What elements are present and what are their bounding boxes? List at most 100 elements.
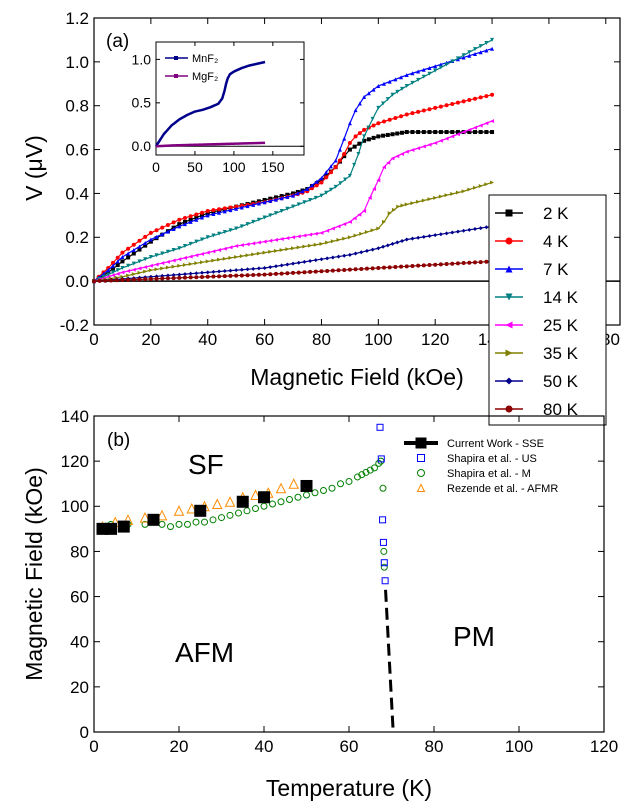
data-point [126, 251, 131, 256]
data-point [396, 204, 401, 209]
data-point [273, 264, 278, 269]
data-point [319, 180, 324, 185]
data-point [472, 125, 477, 130]
data-point [342, 151, 347, 156]
legend-label: 2 K [543, 204, 569, 223]
legend-label: Shapira et al. - M [447, 468, 531, 480]
data-point [143, 265, 148, 270]
data-point [177, 272, 182, 277]
data-point [228, 245, 233, 250]
series-14-k [92, 37, 495, 284]
data-point [472, 130, 477, 135]
data-point [106, 268, 111, 273]
data-point [390, 92, 395, 97]
data-point [273, 195, 278, 200]
data-point [217, 210, 222, 215]
data-point [359, 231, 364, 236]
legend-entry: 7 K [495, 260, 569, 279]
data-point [234, 273, 239, 278]
data-point [288, 478, 300, 489]
data-point [154, 253, 159, 258]
data-point [200, 213, 205, 218]
data-point [433, 64, 438, 69]
panel-b-y-tick-label: 140 [61, 407, 89, 426]
data-point [188, 217, 193, 222]
data-point [245, 253, 250, 258]
data-point [182, 244, 187, 249]
data-point [131, 251, 136, 256]
data-point [211, 269, 216, 274]
legend-entry: 35 K [495, 344, 579, 363]
data-point [354, 473, 361, 481]
data-point [342, 154, 347, 159]
data-point [110, 263, 115, 268]
data-point [438, 194, 443, 199]
data-point [228, 208, 233, 213]
data-point [268, 249, 273, 254]
data-point [382, 119, 387, 124]
data-point [421, 234, 426, 239]
data-point [148, 276, 153, 281]
data-point [319, 230, 324, 235]
data-point [467, 187, 472, 192]
inset-legend-entry: MnF₂ [165, 53, 218, 65]
data-point [279, 237, 284, 242]
series-35-k [92, 180, 495, 284]
data-point [137, 247, 142, 252]
data-point [427, 263, 432, 268]
data-point [154, 276, 159, 281]
data-point [455, 56, 460, 61]
data-point [427, 197, 432, 202]
data-point [182, 262, 187, 267]
region-label-pm: PM [453, 621, 495, 652]
data-point [395, 154, 400, 159]
data-point [160, 261, 165, 266]
data-point [154, 228, 159, 233]
data-point [106, 270, 111, 275]
panel-b-y-axis-label: Magnetic Field (kOe) [21, 467, 47, 680]
data-point [131, 248, 136, 253]
data-point [358, 471, 366, 479]
data-point [450, 230, 455, 235]
data-point [182, 255, 187, 260]
region-label-sf: SF [188, 449, 224, 480]
inset-legend-marker [174, 56, 178, 60]
data-point [194, 275, 199, 280]
legend-label: Current Work - SSE [447, 438, 544, 450]
inset-legend-entry: MgF₂ [165, 71, 218, 83]
panel-b-x-tick-label: 120 [590, 737, 618, 756]
data-point [362, 468, 370, 476]
series-line [93, 131, 493, 282]
data-point [342, 222, 347, 227]
data-point [300, 479, 313, 492]
data-point [347, 219, 352, 224]
data-point [256, 272, 261, 277]
data-point [367, 195, 372, 200]
panel-b-legend: Current Work - SSE Shapira et al. - US Sha… [404, 437, 558, 495]
data-point [182, 272, 187, 277]
data-point [167, 523, 174, 531]
data-point [404, 202, 409, 207]
data-point [205, 211, 210, 216]
data-point [308, 232, 313, 237]
data-point [120, 255, 125, 260]
data-point [256, 217, 261, 222]
data-point [404, 112, 409, 117]
data-point [194, 212, 199, 217]
data-point [137, 259, 142, 264]
data-point [444, 193, 449, 198]
legend-marker [505, 293, 513, 301]
data-point [250, 489, 261, 500]
data-point [484, 130, 489, 135]
data-point [455, 190, 460, 195]
data-point [182, 275, 187, 280]
data-point [92, 279, 96, 284]
data-point [222, 230, 227, 235]
panel-b-y-tick-label: 60 [70, 588, 89, 607]
data-point [114, 278, 119, 283]
data-point [390, 156, 395, 161]
data-point [410, 264, 415, 269]
legend-marker [416, 483, 426, 492]
data-point [324, 170, 329, 175]
data-point [110, 270, 115, 275]
